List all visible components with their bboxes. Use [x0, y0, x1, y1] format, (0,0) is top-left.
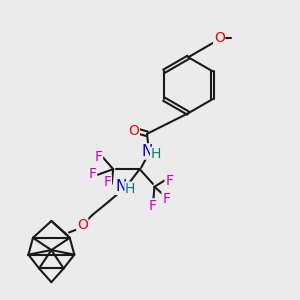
Text: N: N	[141, 144, 153, 159]
Text: F: F	[162, 192, 170, 206]
Text: F: F	[94, 150, 103, 164]
Text: F: F	[149, 199, 157, 213]
Text: N: N	[116, 179, 127, 194]
Text: H: H	[151, 147, 161, 161]
Text: F: F	[103, 176, 111, 189]
Text: F: F	[165, 174, 173, 188]
Text: O: O	[128, 124, 139, 138]
Text: O: O	[77, 218, 88, 232]
Text: H: H	[125, 182, 136, 196]
Text: O: O	[214, 31, 225, 45]
Text: F: F	[88, 167, 97, 181]
